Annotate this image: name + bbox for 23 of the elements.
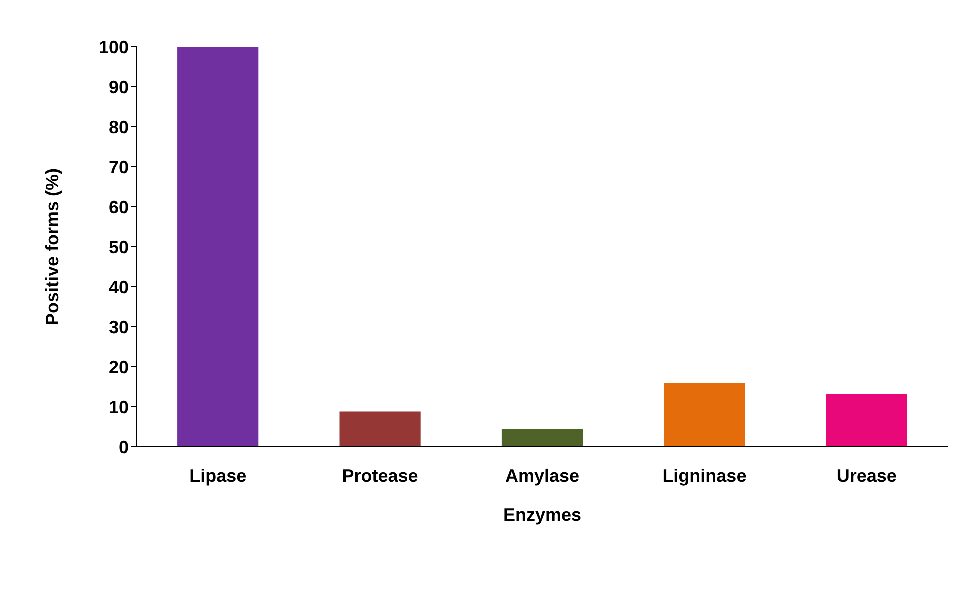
x-axis-title: Enzymes	[503, 505, 582, 525]
y-tick-label: 50	[108, 237, 129, 258]
y-tick-label: 30	[108, 317, 129, 338]
bar	[178, 47, 259, 447]
y-tick-label: 60	[108, 197, 129, 218]
x-tick-label: Amylase	[505, 466, 580, 486]
bar	[502, 429, 584, 447]
y-tick-label: 80	[108, 117, 129, 138]
x-tick-label: Ligninase	[662, 466, 747, 486]
y-axis-title: Positive forms (%)	[42, 168, 62, 326]
x-tick-label: Urease	[836, 466, 897, 486]
bar	[340, 412, 421, 447]
bar	[664, 383, 746, 447]
y-tick-label: 40	[108, 277, 129, 298]
x-tick-label: Protease	[342, 466, 418, 486]
y-tick-label: 90	[108, 77, 129, 98]
y-tick-label: 20	[108, 357, 129, 378]
y-tick-label: 10	[108, 397, 129, 418]
bar	[826, 394, 908, 447]
y-tick-label: 100	[98, 37, 129, 58]
y-tick-label: 0	[118, 437, 129, 458]
x-tick-label: Lipase	[190, 466, 247, 486]
y-tick-label: 70	[108, 157, 129, 178]
